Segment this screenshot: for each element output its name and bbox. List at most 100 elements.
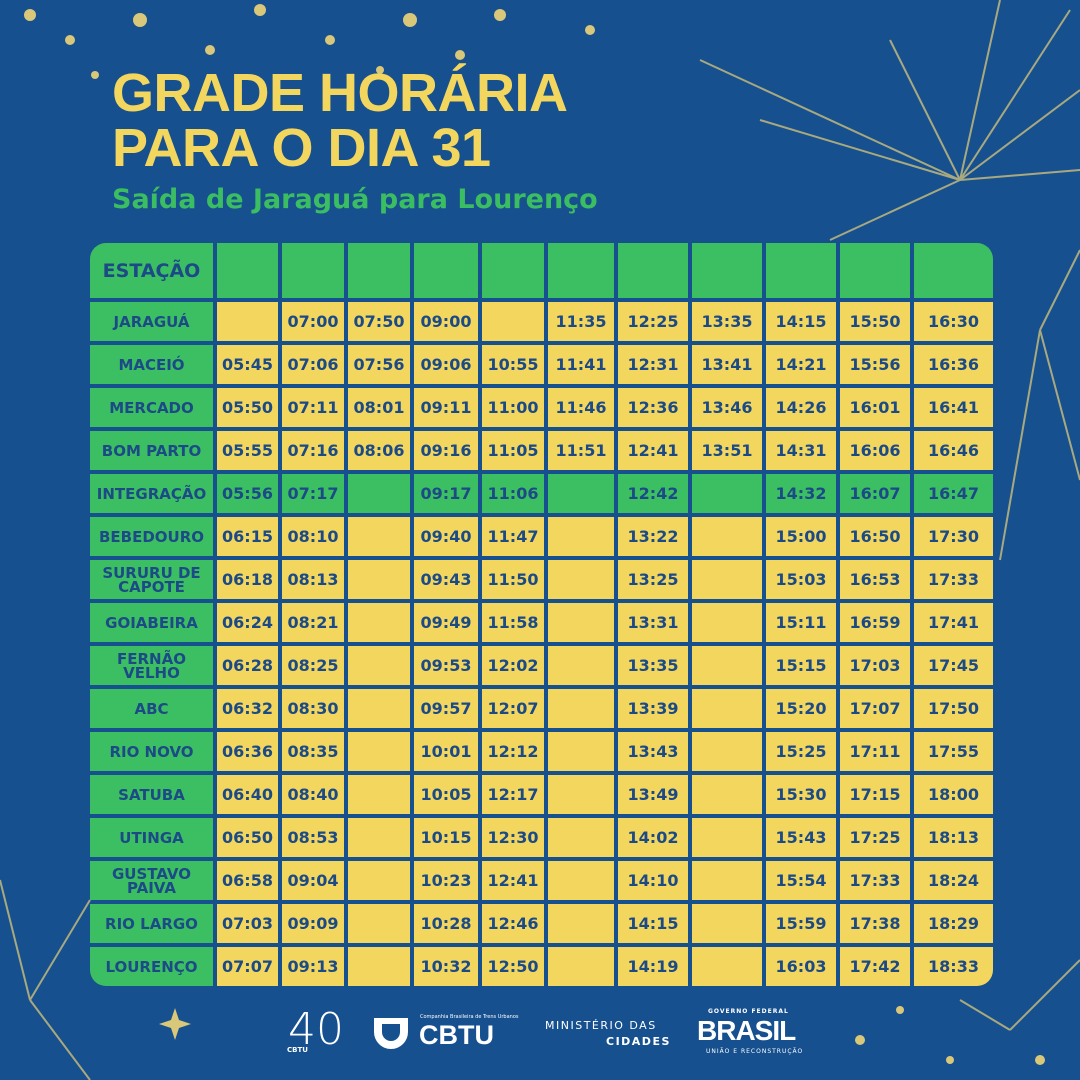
time-cell: 12:41 <box>618 431 688 470</box>
cbtu40-number: 40 <box>288 1004 344 1055</box>
time-cell: 17:33 <box>914 560 993 599</box>
time-cell <box>692 861 762 900</box>
time-cell: 05:50 <box>217 388 278 427</box>
time-cell <box>548 646 614 685</box>
time-cell: 06:32 <box>217 689 278 728</box>
time-cell: 12:12 <box>482 732 544 771</box>
station-cell: MACEIÓ <box>90 345 213 384</box>
time-cell: 13:22 <box>618 517 688 556</box>
time-cell: 14:15 <box>618 904 688 943</box>
time-cell <box>692 904 762 943</box>
time-cell <box>217 302 278 341</box>
time-cell: 15:11 <box>766 603 836 642</box>
time-cell <box>348 818 410 857</box>
cbtu-name: CBTU <box>419 1020 494 1050</box>
time-cell: 09:09 <box>282 904 344 943</box>
time-cell <box>548 947 614 986</box>
time-cell <box>548 861 614 900</box>
time-cell: 13:51 <box>692 431 762 470</box>
time-cell: 15:25 <box>766 732 836 771</box>
time-cell: 15:54 <box>766 861 836 900</box>
time-cell: 11:46 <box>548 388 614 427</box>
station-cell: GOIABEIRA <box>90 603 213 642</box>
cbtu-logo-icon <box>374 1018 408 1049</box>
gov-bottom: UNIÃO E RECONSTRUÇÃO <box>706 1048 804 1055</box>
time-cell: 09:06 <box>414 345 478 384</box>
time-cell: 09:11 <box>414 388 478 427</box>
time-cell: 10:05 <box>414 775 478 814</box>
header-cell <box>217 243 278 298</box>
station-cell: FERNÃO VELHO <box>90 646 213 685</box>
time-cell: 07:00 <box>282 302 344 341</box>
time-cell: 11:58 <box>482 603 544 642</box>
time-cell: 18:29 <box>914 904 993 943</box>
time-cell: 17:55 <box>914 732 993 771</box>
time-cell: 09:17 <box>414 474 478 513</box>
header-cell <box>692 243 762 298</box>
time-cell: 06:40 <box>217 775 278 814</box>
time-cell: 11:35 <box>548 302 614 341</box>
time-cell: 13:39 <box>618 689 688 728</box>
time-cell: 17:41 <box>914 603 993 642</box>
time-cell: 08:10 <box>282 517 344 556</box>
time-cell: 16:07 <box>840 474 910 513</box>
time-cell: 13:46 <box>692 388 762 427</box>
time-cell <box>548 560 614 599</box>
time-cell: 08:13 <box>282 560 344 599</box>
time-cell: 17:15 <box>840 775 910 814</box>
time-cell: 09:40 <box>414 517 478 556</box>
time-cell: 07:17 <box>282 474 344 513</box>
time-cell: 14:10 <box>618 861 688 900</box>
station-cell: SATUBA <box>90 775 213 814</box>
time-cell: 05:55 <box>217 431 278 470</box>
header-cell <box>840 243 910 298</box>
time-cell <box>348 775 410 814</box>
time-cell: 10:15 <box>414 818 478 857</box>
time-cell: 13:49 <box>618 775 688 814</box>
time-cell <box>692 603 762 642</box>
time-cell: 17:30 <box>914 517 993 556</box>
time-cell: 15:03 <box>766 560 836 599</box>
time-cell: 12:02 <box>482 646 544 685</box>
time-cell: 05:56 <box>217 474 278 513</box>
time-cell: 06:15 <box>217 517 278 556</box>
time-cell: 18:13 <box>914 818 993 857</box>
time-cell <box>692 818 762 857</box>
time-cell: 13:35 <box>618 646 688 685</box>
time-cell: 11:47 <box>482 517 544 556</box>
time-cell <box>348 560 410 599</box>
header-cell <box>414 243 478 298</box>
time-cell: 08:35 <box>282 732 344 771</box>
time-cell: 12:36 <box>618 388 688 427</box>
time-cell <box>348 947 410 986</box>
time-cell: 09:04 <box>282 861 344 900</box>
station-cell: RIO LARGO <box>90 904 213 943</box>
time-cell: 09:13 <box>282 947 344 986</box>
time-cell: 14:21 <box>766 345 836 384</box>
time-cell <box>348 689 410 728</box>
time-cell: 13:43 <box>618 732 688 771</box>
time-cell: 08:21 <box>282 603 344 642</box>
time-cell: 06:58 <box>217 861 278 900</box>
station-cell: MERCADO <box>90 388 213 427</box>
time-cell: 06:24 <box>217 603 278 642</box>
time-cell: 07:56 <box>348 345 410 384</box>
time-cell: 14:32 <box>766 474 836 513</box>
time-cell <box>548 517 614 556</box>
time-cell: 09:16 <box>414 431 478 470</box>
time-cell <box>692 732 762 771</box>
time-cell: 16:36 <box>914 345 993 384</box>
time-cell: 15:50 <box>840 302 910 341</box>
time-cell: 11:06 <box>482 474 544 513</box>
timetable: ESTAÇÃO JARAGUÁ 07:00 07:50 09:00 11:35 12:25 1… <box>90 243 993 986</box>
time-cell: 09:53 <box>414 646 478 685</box>
time-cell: 12:07 <box>482 689 544 728</box>
time-cell: 11:05 <box>482 431 544 470</box>
time-cell: 14:26 <box>766 388 836 427</box>
time-cell: 11:51 <box>548 431 614 470</box>
time-cell <box>548 689 614 728</box>
time-cell <box>692 689 762 728</box>
time-cell: 06:18 <box>217 560 278 599</box>
time-cell: 07:11 <box>282 388 344 427</box>
column-header: ESTAÇÃO <box>90 243 213 298</box>
